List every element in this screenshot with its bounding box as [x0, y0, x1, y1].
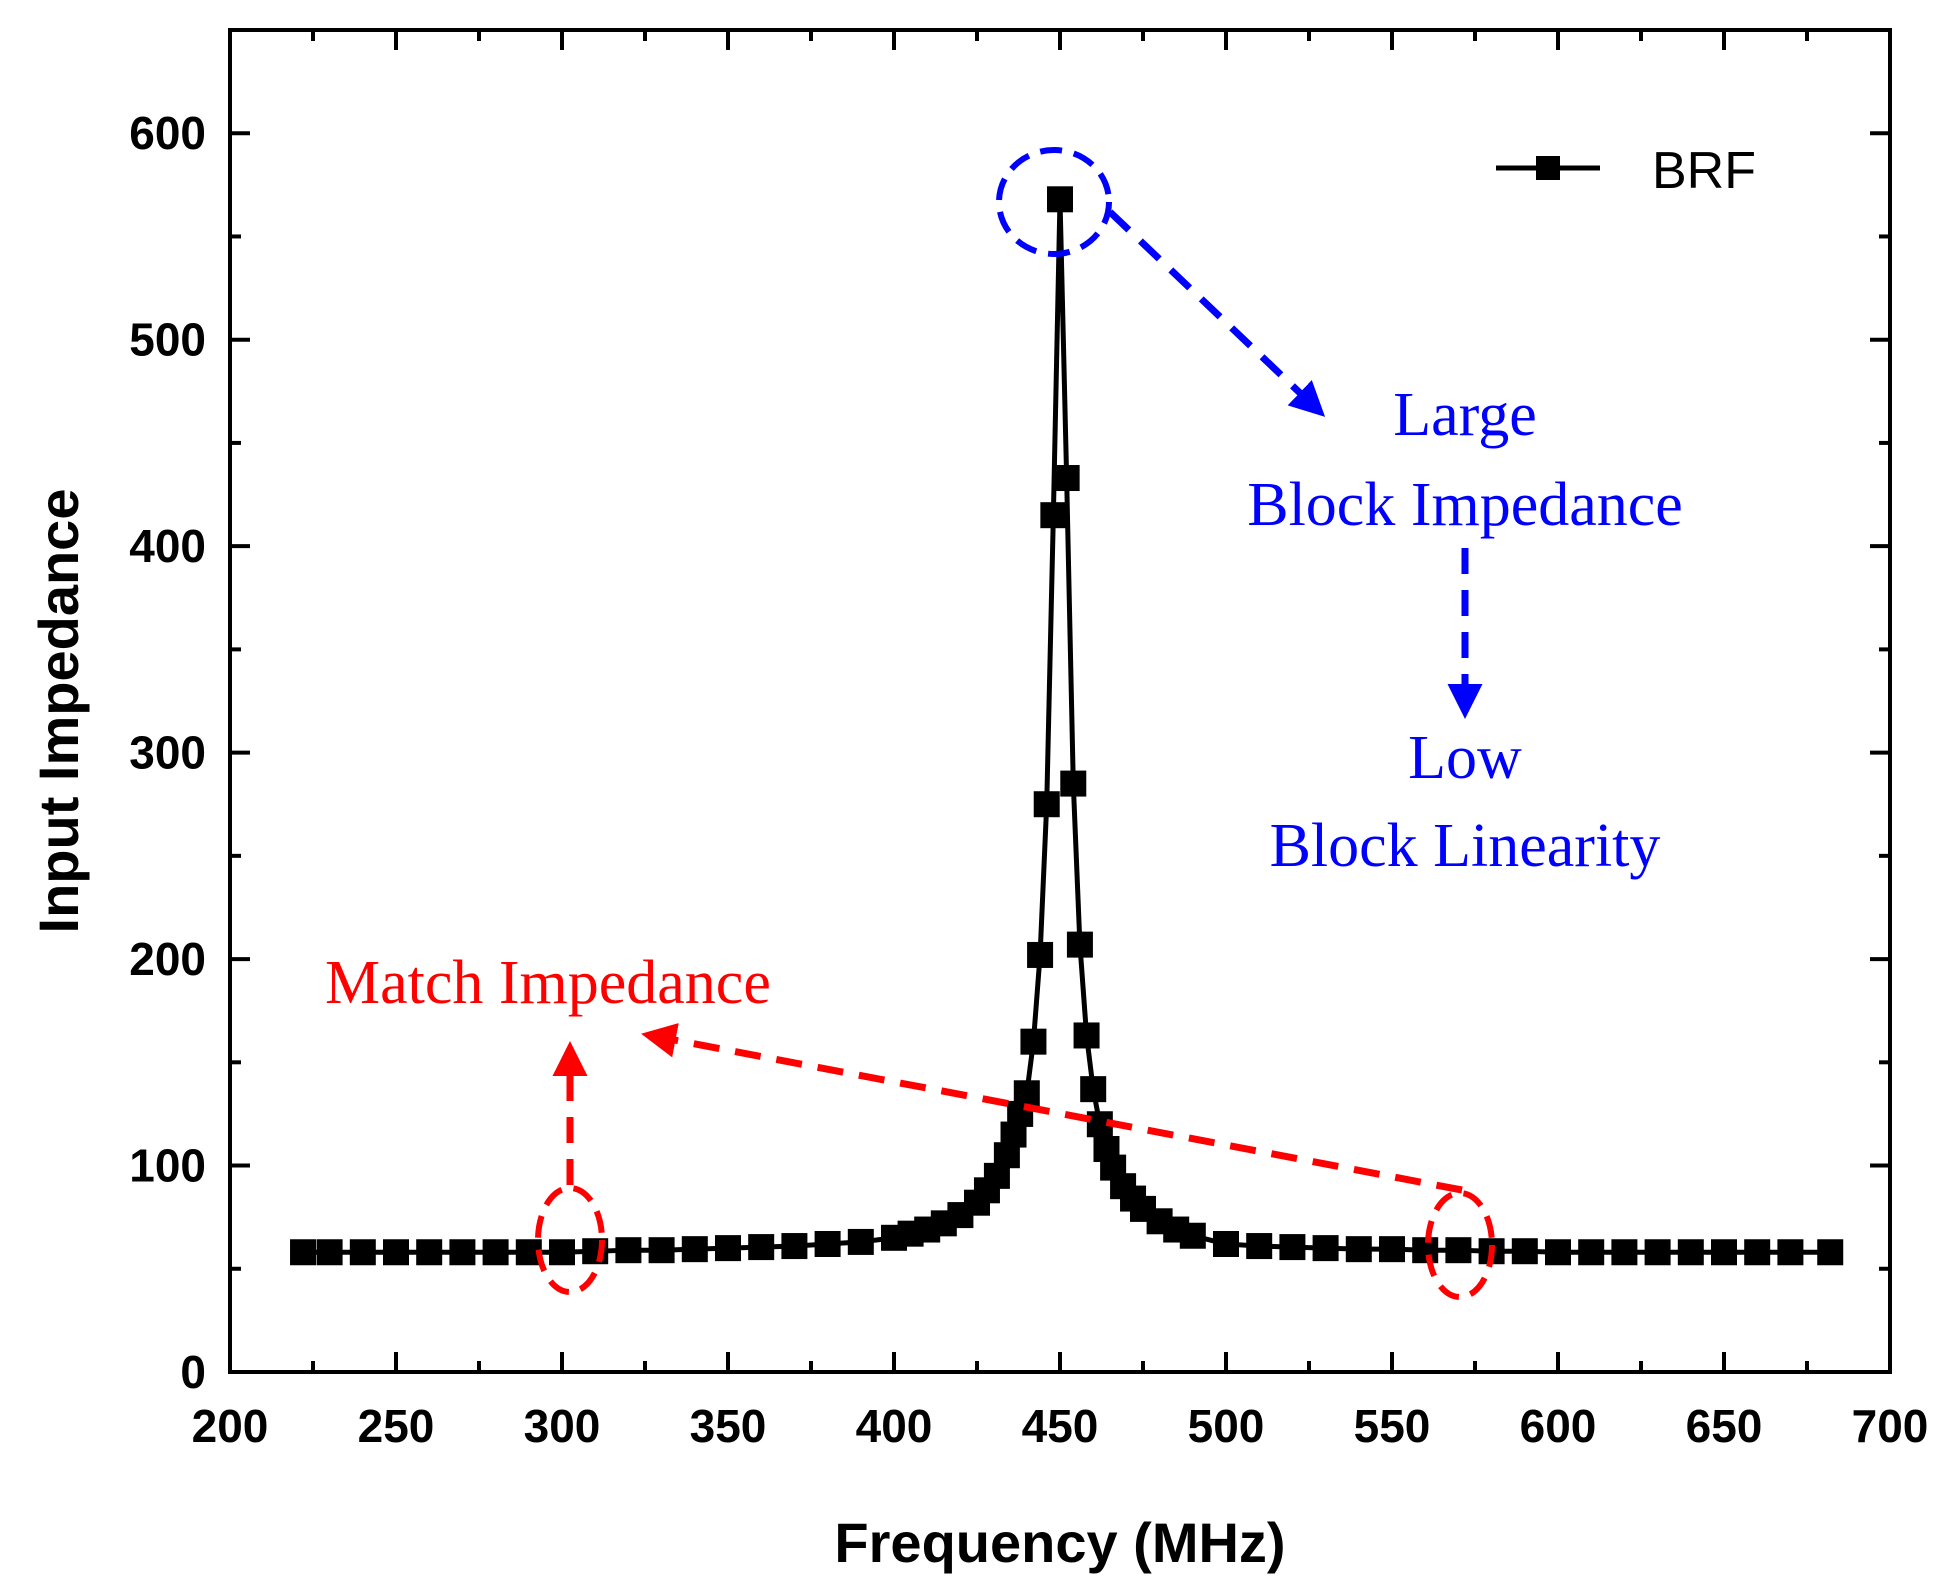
data-point-marker	[1279, 1234, 1306, 1261]
data-point-marker	[290, 1239, 317, 1266]
data-point-marker	[349, 1239, 376, 1266]
x-tick-label: 550	[1354, 1400, 1431, 1452]
arrow-to-large-block-impedance	[1107, 209, 1326, 417]
data-point-marker	[316, 1239, 343, 1266]
legend-label-brf: BRF	[1652, 142, 1756, 200]
data-point-marker	[1179, 1222, 1206, 1249]
label-block-linearity: Block Linearity	[1270, 812, 1661, 880]
label-block-impedance: Block Impedance	[1247, 471, 1683, 539]
data-point-marker	[715, 1235, 741, 1262]
data-point-marker	[1744, 1239, 1771, 1266]
x-tick-label: 250	[358, 1400, 435, 1452]
data-point-marker	[781, 1233, 808, 1260]
annotation-red: Match Impedance	[325, 949, 1495, 1300]
x-tick-label: 500	[1188, 1400, 1265, 1452]
y-tick-label: 100	[129, 1140, 206, 1192]
data-point-marker	[681, 1236, 708, 1263]
y-tick-label: 200	[129, 933, 206, 985]
data-point-marker	[1013, 1080, 1040, 1107]
data-point-marker	[1644, 1239, 1671, 1266]
data-point-marker	[1445, 1237, 1472, 1264]
y-tick-label: 500	[129, 314, 206, 366]
y-axis-title: Input Impedance	[27, 489, 90, 934]
axis-tick-labels: 200 250 300 350 400 450 500 550 600 650 700 0 100 200…	[129, 107, 1928, 1452]
series-line-brf	[303, 199, 1831, 1255]
data-point-marker	[1379, 1236, 1405, 1263]
plot-frame	[228, 28, 1892, 1374]
y-tick-label: 300	[129, 727, 206, 779]
x-tick-label: 450	[1022, 1400, 1099, 1452]
x-tick-label: 650	[1686, 1400, 1763, 1452]
data-point-marker	[1047, 186, 1073, 213]
data-point-marker	[383, 1239, 409, 1266]
x-axis-title: Frequency (MHz)	[834, 1511, 1285, 1574]
data-point-marker	[748, 1234, 775, 1261]
data-point-marker	[648, 1237, 675, 1264]
data-point-marker	[549, 1239, 575, 1266]
data-point-marker	[1545, 1239, 1571, 1266]
data-point-marker	[1040, 502, 1067, 529]
data-point-marker	[1027, 941, 1054, 968]
data-point-marker	[1020, 1028, 1047, 1055]
data-point-marker	[1066, 931, 1093, 958]
data-point-marker	[1053, 465, 1080, 492]
data-point-marker	[1511, 1238, 1538, 1265]
peak-highlight-ellipse	[996, 147, 1112, 257]
x-tick-label: 700	[1852, 1400, 1929, 1452]
label-low: Low	[1408, 724, 1522, 792]
series-brf	[290, 186, 1844, 1266]
data-point-marker	[1033, 791, 1060, 818]
x-tick-label: 600	[1520, 1400, 1597, 1452]
data-point-marker	[449, 1239, 476, 1266]
data-point-marker	[1345, 1236, 1372, 1263]
x-tick-label: 200	[192, 1400, 269, 1452]
label-match-impedance: Match Impedance	[325, 949, 771, 1017]
x-tick-label: 400	[856, 1400, 933, 1452]
data-point-marker	[814, 1230, 841, 1257]
data-point-marker	[1246, 1233, 1273, 1260]
data-point-marker	[847, 1228, 874, 1255]
data-point-marker	[1711, 1239, 1737, 1266]
data-point-marker	[615, 1237, 642, 1264]
legend-marker-square	[1536, 156, 1560, 180]
data-point-marker	[1080, 1076, 1107, 1103]
y-tick-label: 600	[129, 107, 206, 159]
data-point-marker	[1073, 1022, 1100, 1049]
left-match-ellipse	[535, 1185, 605, 1295]
y-tick-label: 0	[180, 1346, 206, 1398]
arrow-right-to-match	[641, 1023, 1463, 1194]
x-tick-label: 300	[524, 1400, 601, 1452]
legend: BRF	[1496, 142, 1756, 200]
data-point-marker	[1817, 1239, 1844, 1266]
data-point-marker	[482, 1239, 509, 1266]
data-point-marker	[1213, 1230, 1239, 1257]
data-point-marker	[416, 1239, 443, 1266]
y-tick-label: 400	[129, 520, 206, 572]
data-point-marker	[1677, 1239, 1704, 1266]
data-point-marker	[1578, 1239, 1605, 1266]
x-tick-label: 350	[690, 1400, 767, 1452]
data-point-marker	[1611, 1239, 1638, 1266]
data-point-marker	[1312, 1235, 1339, 1262]
data-point-marker	[1060, 770, 1087, 797]
right-match-ellipse	[1425, 1190, 1495, 1300]
annotation-blue: Large Block Impedance Low Block Linearit…	[996, 147, 1683, 880]
data-point-marker	[1777, 1239, 1804, 1266]
label-large: Large	[1393, 381, 1536, 449]
